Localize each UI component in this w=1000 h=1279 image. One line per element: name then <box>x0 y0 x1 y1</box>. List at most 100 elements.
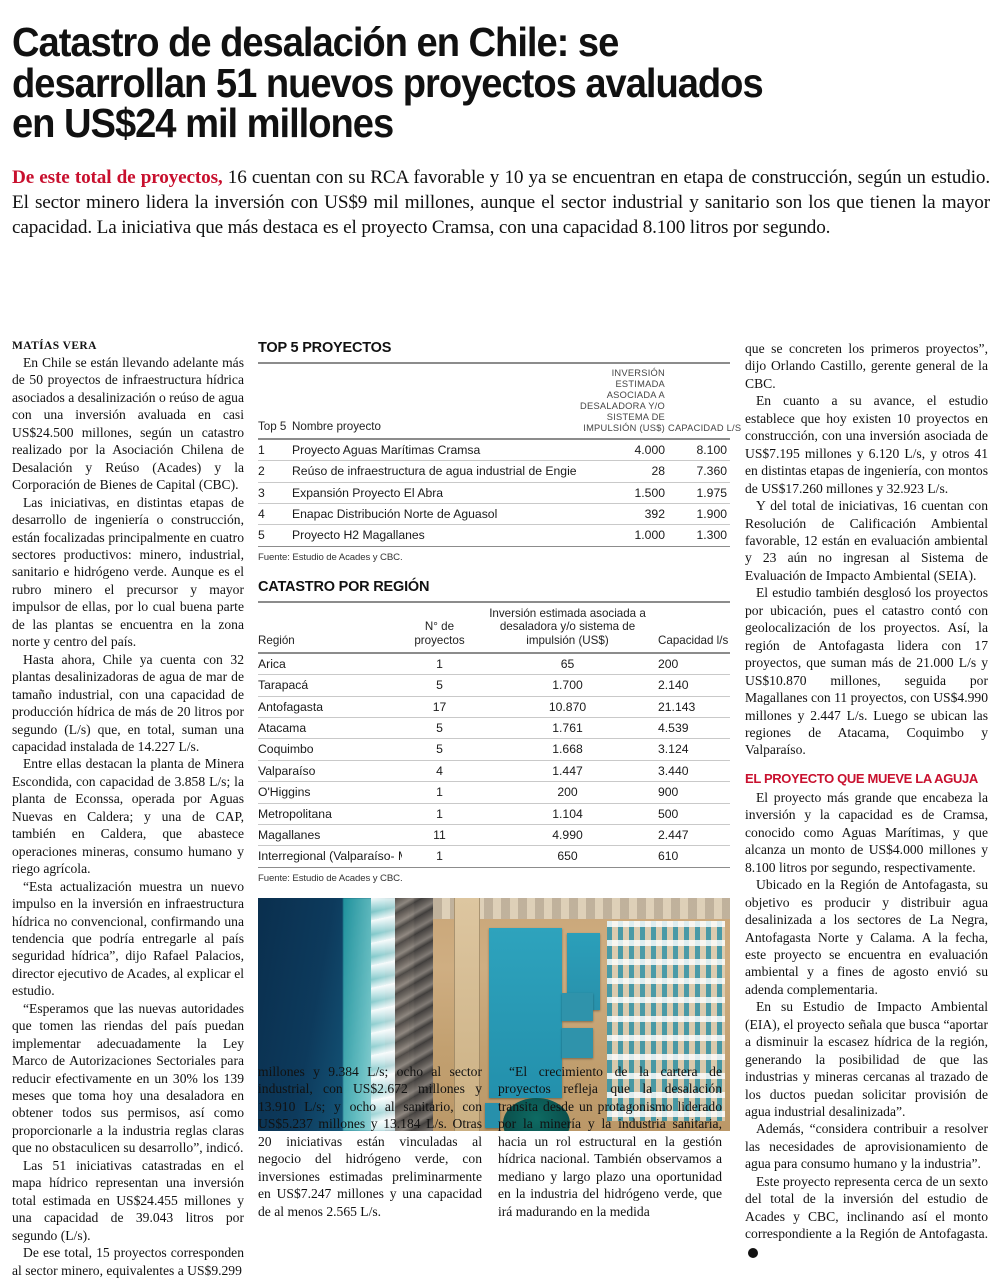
cell-region: Coquimbo <box>258 738 402 761</box>
table-row: Interregional (Valparaíso- Metropolitana… <box>258 845 730 868</box>
cell-investment: 650 <box>480 845 658 868</box>
cell-projects: 4 <box>402 760 480 783</box>
table-header-row: Región N° de proyectos Inversión estimad… <box>258 600 730 654</box>
headline-line-1: Catastro de desalación en Chile: se <box>12 19 619 65</box>
cell-projects: 17 <box>402 696 480 718</box>
cell-rank: 1 <box>258 438 292 462</box>
cell-capacity: 900 <box>658 781 730 804</box>
paragraph: De ese total, 15 proyectos corresponden … <box>12 1245 244 1278</box>
table-row: 3 Expansión Proyecto El Abra 1.500 1.975 <box>258 482 730 504</box>
paragraph: En Chile se están llevando adelante más … <box>12 355 244 493</box>
paragraph-final: Este proyecto representa cerca de un sex… <box>745 1173 988 1260</box>
col-header-investment: Inversión estimada asociada a desaladora… <box>480 600 658 654</box>
cell-rank: 4 <box>258 503 292 526</box>
cell-investment: 200 <box>480 781 658 804</box>
photo-upper-structures <box>432 897 730 919</box>
lead-kicker: De este total de proyectos, <box>12 166 223 188</box>
table-row: Arica 1 65 200 <box>258 652 730 676</box>
column-left: MATÍAS VERA En Chile se están llevando a… <box>12 340 244 1279</box>
table-region-body: Arica 1 65 200 Tarapacá 5 1.700 2.140 An… <box>258 652 730 868</box>
cell-region: Magallanes <box>258 824 402 847</box>
table-region-title: CATASTRO POR REGIÓN <box>258 578 430 595</box>
lead-paragraph: De este total de proyectos, 16 cuentan c… <box>12 166 990 241</box>
paragraph: que se concreten los primeros proyectos”… <box>745 341 988 391</box>
cell-region: Antofagasta <box>258 696 402 718</box>
cell-capacity: 7.360 <box>668 460 730 483</box>
cell-investment: 392 <box>576 503 668 526</box>
photo-main-plant-building <box>489 927 563 1099</box>
headline-line-2: desarrollan 51 nuevos proyectos avaluado… <box>12 59 764 106</box>
cell-region: Metropolitana <box>258 803 402 825</box>
cell-name: Expansión Proyecto El Abra <box>292 482 576 504</box>
end-mark-icon: P <box>748 1247 764 1258</box>
table-row: O'Higgins 1 200 900 <box>258 781 730 804</box>
cell-region: Atacama <box>258 717 402 740</box>
cell-investment: 1.761 <box>480 717 658 740</box>
cell-name: Reúso de infraestructura de agua industr… <box>292 460 576 483</box>
col-header-investment: Inversión estimada asociada a desaladora… <box>576 362 668 440</box>
page-title: Catastro de desalación en Chile: se desa… <box>12 22 983 144</box>
cell-region: O'Higgins <box>258 781 402 804</box>
cell-investment: 1.000 <box>576 524 668 547</box>
paragraph-final-text: Este proyecto representa cerca de un sex… <box>745 1173 988 1242</box>
cell-capacity: 21.143 <box>658 696 730 718</box>
cell-name: Proyecto H2 Magallanes <box>292 524 576 547</box>
table-top5-body: 1 Proyecto Aguas Marítimas Cramsa 4.000 … <box>258 438 730 547</box>
table-row: Valparaíso 4 1.447 3.440 <box>258 760 730 783</box>
table-row: Magallanes 11 4.990 2.447 <box>258 824 730 847</box>
cell-investment: 1.447 <box>480 760 658 783</box>
col-header-name: Nombre proyecto <box>292 362 576 440</box>
cell-capacity: 1.300 <box>668 524 730 547</box>
cell-investment: 28 <box>576 460 668 483</box>
photo-tank-rows <box>607 920 726 1122</box>
table-header-row: Top 5 Nombre proyecto Inversión estimada… <box>258 362 741 440</box>
paragraph: Las iniciativas, en distintas etapas de … <box>12 494 244 650</box>
column-middle: TOP 5 PROYECTOS Top 5 Nombre proyecto In… <box>258 340 741 1131</box>
cell-region: Arica <box>258 652 402 676</box>
cell-rank: 2 <box>258 460 292 483</box>
cell-name: Enapac Distribución Norte de Aguasol <box>292 503 576 526</box>
cell-capacity: 610 <box>658 845 730 868</box>
photo-access-road <box>453 897 480 1131</box>
table-top5: Top 5 Nombre proyecto Inversión estimada… <box>258 362 741 547</box>
photo-small-building-b <box>562 993 594 1022</box>
table-row: 4 Enapac Distribución Norte de Aguasol 3… <box>258 503 730 526</box>
table-top5-source: Fuente: Estudio de Acades y CBC. <box>258 551 403 563</box>
headline-line-3: en US$24 mil millones <box>12 100 394 147</box>
paragraph: Las 51 iniciativas catastradas en el map… <box>12 1157 244 1243</box>
table-row: Metropolitana 1 1.104 500 <box>258 803 730 825</box>
paragraph: En cuanto a su avance, el estudio establ… <box>745 393 988 496</box>
paragraph: “Esta actualización muestra un nuevo imp… <box>12 878 244 999</box>
paragraph: El proyecto más grande que encabeza la i… <box>745 789 988 875</box>
cell-investment: 1.700 <box>480 674 658 697</box>
cell-investment: 4.000 <box>576 438 668 462</box>
table-row: Atacama 5 1.761 4.539 <box>258 717 730 740</box>
cell-capacity: 3.124 <box>658 738 730 761</box>
paragraph: El estudio también desglosó los proyecto… <box>745 585 989 758</box>
continuation-column-right: “El crecimiento de la cartera de proyect… <box>498 1063 722 1220</box>
cell-investment: 4.990 <box>480 824 658 847</box>
cell-capacity: 4.539 <box>658 717 730 740</box>
article-columns: MATÍAS VERA En Chile se están llevando a… <box>12 340 988 1278</box>
table-row: 1 Proyecto Aguas Marítimas Cramsa 4.000 … <box>258 438 730 462</box>
table-row: 5 Proyecto H2 Magallanes 1.000 1.300 <box>258 524 730 547</box>
continuation-column-left: millones y 9.384 L/s; ocho al sector ind… <box>258 1063 482 1220</box>
col-header-region: Región <box>258 600 402 654</box>
cell-projects: 1 <box>402 803 480 825</box>
cell-projects: 5 <box>402 738 480 761</box>
lead-text: 16 cuentan con su RCA favorable y 10 ya … <box>12 166 990 238</box>
cell-projects: 1 <box>402 845 480 868</box>
cell-investment: 10.870 <box>480 696 658 718</box>
col-header-capacity: Capacidad L/S <box>668 362 741 440</box>
cell-capacity: 2.140 <box>658 674 730 697</box>
paragraph: Ubicado en la Región de Antofagasta, su … <box>745 877 988 997</box>
paragraph: millones y 9.384 L/s; ocho al sector ind… <box>258 1064 482 1219</box>
cell-capacity: 200 <box>658 652 730 676</box>
table-row: Coquimbo 5 1.668 3.124 <box>258 738 730 761</box>
cell-projects: 1 <box>402 652 480 676</box>
cell-capacity: 3.440 <box>658 760 730 783</box>
column-right: que se concreten los primeros proyectos”… <box>745 340 988 1260</box>
paragraph: Hasta ahora, Chile ya cuenta con 32 plan… <box>12 651 244 754</box>
article-page: Catastro de desalación en Chile: se desa… <box>0 22 1000 1278</box>
cell-region: Interregional (Valparaíso- Metropolitana… <box>258 845 402 868</box>
